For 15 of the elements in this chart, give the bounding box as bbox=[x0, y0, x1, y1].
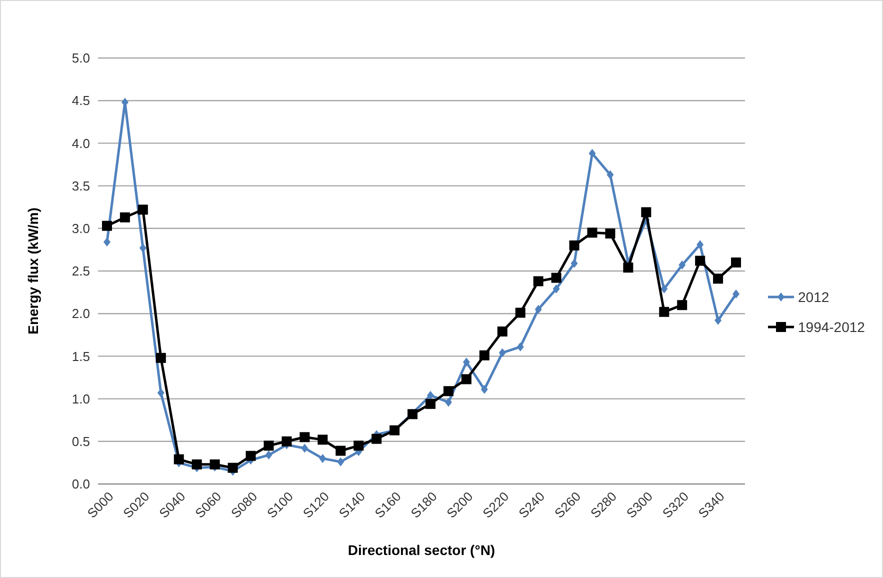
y-tick-label: 2.5 bbox=[72, 264, 90, 279]
legend-label: 2012 bbox=[798, 288, 830, 305]
y-tick-label: 3.0 bbox=[72, 220, 90, 236]
x-axis-title: Directional sector (°N) bbox=[348, 542, 496, 558]
y-tick-label: 5.0 bbox=[72, 50, 90, 66]
y-tick-label: 0.5 bbox=[72, 434, 90, 449]
y-tick-label: 1.0 bbox=[72, 391, 90, 406]
y-tick-label: 3.5 bbox=[72, 178, 90, 194]
legend-label: 1994-2012 bbox=[798, 318, 866, 335]
y-tick-label: 0.0 bbox=[72, 476, 90, 492]
y-tick-label: 2.0 bbox=[72, 306, 90, 322]
y-tick-label: 4.5 bbox=[72, 93, 90, 108]
y-axis-title: Energy flux (kW/m) bbox=[25, 208, 41, 334]
y-tick-label: 4.0 bbox=[72, 136, 90, 151]
y-tick-label: 1.5 bbox=[72, 348, 90, 364]
